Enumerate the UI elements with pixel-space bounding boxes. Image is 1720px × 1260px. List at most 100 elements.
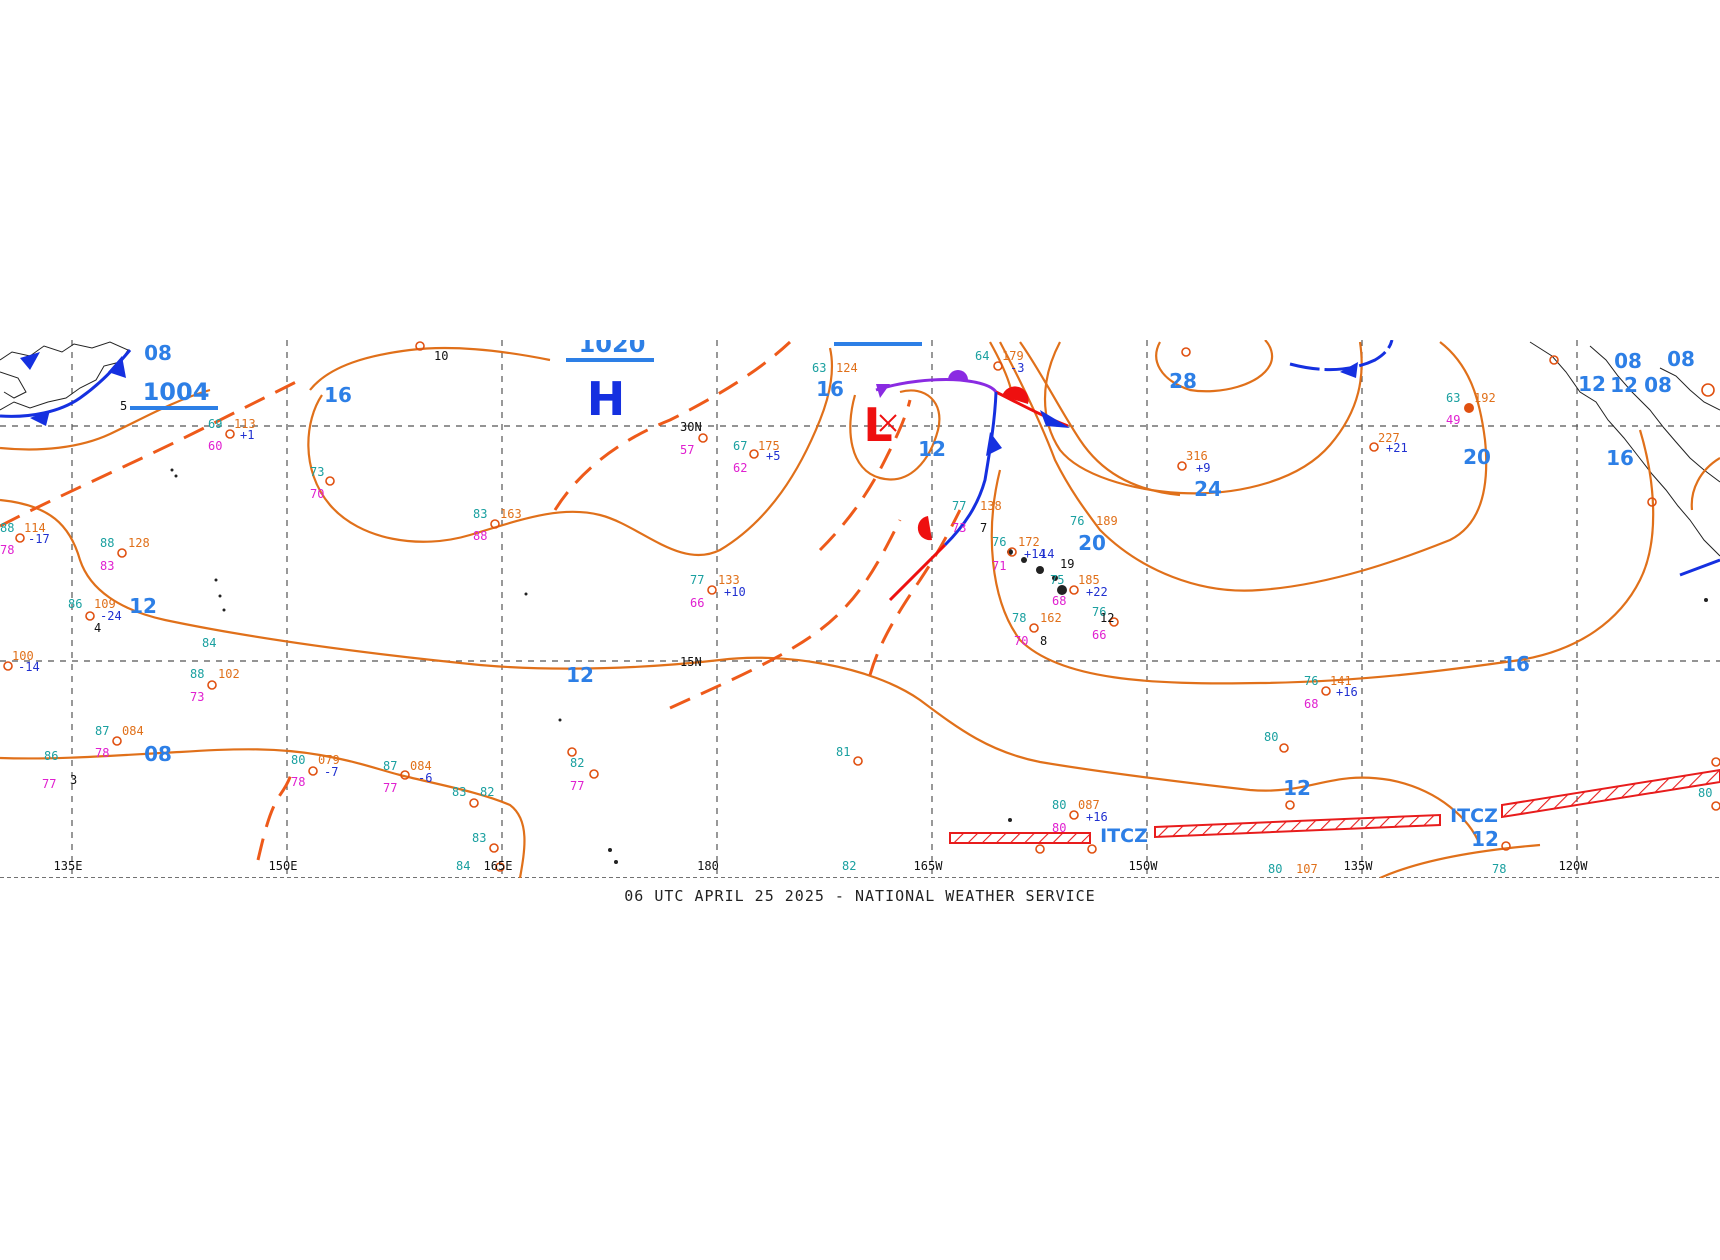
svg-text:185: 185 xyxy=(1078,573,1100,587)
central-pressure-high: 1020 xyxy=(579,330,646,358)
svg-text:77: 77 xyxy=(690,573,704,587)
coastlines xyxy=(0,341,1720,864)
svg-text:70: 70 xyxy=(310,487,324,501)
isobar-label: 16 xyxy=(1502,652,1530,676)
central-pressure-low-left: 1004 xyxy=(143,378,210,406)
svg-text:3: 3 xyxy=(70,773,77,787)
station-plots: 63 124 67 175 62 +5 64 179 -3 83 163 88 … xyxy=(0,349,1712,876)
svg-text:78: 78 xyxy=(1492,862,1506,876)
svg-text:172: 172 xyxy=(1018,535,1040,549)
svg-text:10: 10 xyxy=(434,349,448,363)
cold-front-triangle xyxy=(108,356,126,378)
svg-text:179: 179 xyxy=(1002,349,1024,363)
lat-lon-grid xyxy=(0,340,1720,878)
lat-label: 15N xyxy=(680,655,702,669)
svg-text:162: 162 xyxy=(1040,611,1062,625)
central-pressure-values: 1004 1020 xyxy=(130,330,922,410)
svg-text:60: 60 xyxy=(208,439,222,453)
svg-text:80: 80 xyxy=(1052,798,1066,812)
svg-text:83: 83 xyxy=(472,831,486,845)
svg-text:63: 63 xyxy=(1446,391,1460,405)
svg-text:163: 163 xyxy=(500,507,522,521)
svg-text:316: 316 xyxy=(1186,449,1208,463)
svg-text:77: 77 xyxy=(952,499,966,513)
isobar-label: 08 xyxy=(144,742,172,766)
isobar-label: 12 xyxy=(1610,373,1638,397)
isobar-label: 12 xyxy=(1578,372,1606,396)
svg-text:77: 77 xyxy=(383,781,397,795)
cold-front-triangle xyxy=(20,352,40,370)
svg-text:73: 73 xyxy=(952,521,966,535)
svg-text:80: 80 xyxy=(291,753,305,767)
svg-text:77: 77 xyxy=(42,777,56,791)
itcz-label: ITCZ xyxy=(1100,825,1148,847)
isobar-label: 12 xyxy=(918,437,946,461)
warm-front-semicircle xyxy=(917,516,932,541)
cold-front-triangle xyxy=(1040,410,1070,428)
svg-text:138: 138 xyxy=(980,499,1002,513)
svg-text:78: 78 xyxy=(291,775,305,789)
itcz-labels: ITCZ ITCZ xyxy=(1100,805,1498,847)
pressure-centers: H L xyxy=(587,372,897,452)
svg-text:+9: +9 xyxy=(1196,461,1210,475)
isobar-label: 24 xyxy=(1194,477,1222,501)
svg-text:-3: -3 xyxy=(1010,361,1024,375)
itcz-label: ITCZ xyxy=(1450,805,1498,827)
low-pressure-center: L xyxy=(863,398,892,452)
lon-label: 180 xyxy=(697,859,719,873)
map-footer-caption: 06 UTC APRIL 25 2025 - NATIONAL WEATHER … xyxy=(624,887,1096,905)
svg-text:75: 75 xyxy=(1050,573,1064,587)
svg-text:+5: +5 xyxy=(766,449,780,463)
isobar-label: 08 xyxy=(144,341,172,365)
svg-text:227: 227 xyxy=(1378,431,1400,445)
isobar-label: 16 xyxy=(816,377,844,401)
svg-text:86: 86 xyxy=(44,749,58,763)
svg-text:82: 82 xyxy=(842,859,856,873)
svg-text:+16: +16 xyxy=(1086,810,1108,824)
svg-text:76: 76 xyxy=(1092,605,1106,619)
svg-text:81: 81 xyxy=(836,745,850,759)
svg-text:76: 76 xyxy=(992,535,1006,549)
isobar-label: 12 xyxy=(1283,776,1311,800)
svg-text:71: 71 xyxy=(992,559,1006,573)
svg-text:-24: -24 xyxy=(100,609,122,623)
grid-labels: 30N 15N 135E 150E 165E 180 165W 150W 135… xyxy=(54,420,1589,873)
svg-text:189: 189 xyxy=(1096,514,1118,528)
svg-text:49: 49 xyxy=(1446,413,1460,427)
isobar-label: 12 xyxy=(129,594,157,618)
svg-text:192: 192 xyxy=(1474,391,1496,405)
svg-text:84: 84 xyxy=(202,636,216,650)
svg-text:84: 84 xyxy=(456,859,470,873)
svg-text:124: 124 xyxy=(836,361,858,375)
isobar-label: 16 xyxy=(324,383,352,407)
svg-text:82: 82 xyxy=(480,785,494,799)
svg-text:80: 80 xyxy=(1268,862,1282,876)
svg-text:88: 88 xyxy=(100,536,114,550)
isobar-label: 08 xyxy=(1667,347,1695,371)
svg-text:175: 175 xyxy=(758,439,780,453)
svg-text:57: 57 xyxy=(680,443,694,457)
svg-text:77: 77 xyxy=(570,779,584,793)
lon-label: 150W xyxy=(1129,859,1159,873)
svg-text:+21: +21 xyxy=(1386,441,1408,455)
isobars xyxy=(0,340,1720,878)
svg-text:-14: -14 xyxy=(18,660,40,674)
station-markers xyxy=(3,341,1720,872)
svg-text:66: 66 xyxy=(690,596,704,610)
svg-text:+22: +22 xyxy=(1086,585,1108,599)
lat-label: 30N xyxy=(680,420,702,434)
svg-text:80: 80 xyxy=(1698,786,1712,800)
svg-text:100: 100 xyxy=(12,649,34,663)
svg-text:88: 88 xyxy=(0,521,14,535)
isobar-label: 16 xyxy=(1606,446,1634,470)
svg-text:78: 78 xyxy=(1012,611,1026,625)
svg-text:63: 63 xyxy=(812,361,826,375)
svg-text:109: 109 xyxy=(94,597,116,611)
svg-text:76: 76 xyxy=(1070,514,1084,528)
svg-text:084: 084 xyxy=(410,759,432,773)
svg-text:73: 73 xyxy=(190,690,204,704)
svg-text:80: 80 xyxy=(1264,730,1278,744)
troughs xyxy=(0,340,962,861)
svg-text:4: 4 xyxy=(94,621,101,635)
svg-text:113: 113 xyxy=(234,417,256,431)
